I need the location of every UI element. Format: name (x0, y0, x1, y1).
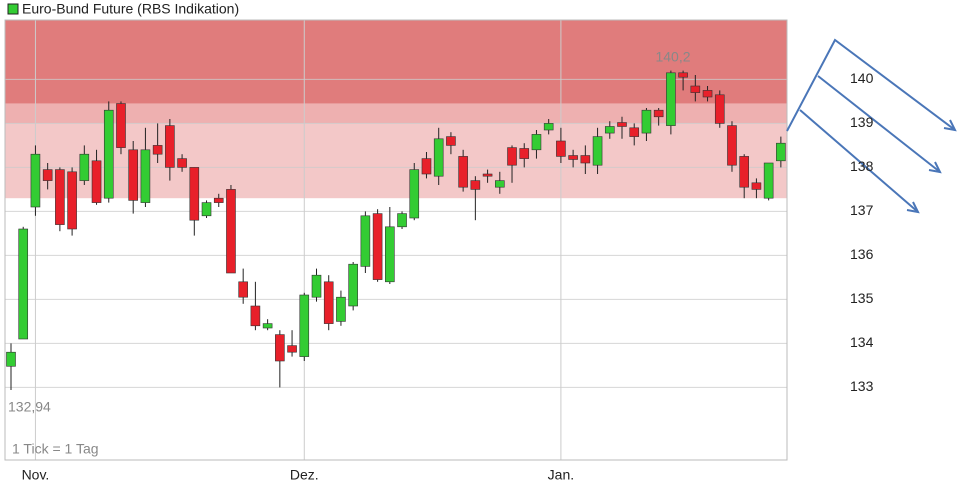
candle-body (116, 103, 126, 148)
candle-body (421, 158, 432, 175)
candle-body (42, 169, 53, 181)
candle-body (397, 213, 407, 228)
candle-body (507, 147, 517, 166)
chart-title: Euro-Bund Future (RBS Indikation) (22, 1, 239, 17)
resistance-zone (5, 20, 787, 104)
candle-body (103, 109, 114, 199)
x-tick-label: Jan. (548, 467, 574, 483)
candle-body (177, 158, 187, 168)
y-tick-label: 133 (850, 378, 874, 394)
arrow-head (906, 201, 920, 214)
candle-body (556, 140, 566, 157)
candle-body (323, 281, 334, 324)
candle-body (91, 160, 102, 203)
candle-body (152, 145, 163, 155)
candle-body (776, 142, 786, 162)
candle-body (641, 109, 652, 134)
tick-note: 1 Tick = 1 Tag (12, 441, 99, 457)
candle-body (226, 189, 236, 274)
candle-body (165, 125, 175, 168)
low-annotation: 132,94 (8, 399, 51, 415)
y-tick-label: 140 (850, 70, 874, 86)
candle-body (727, 125, 737, 166)
candle-body (18, 228, 29, 340)
candle-body (592, 136, 603, 166)
candle-body (482, 173, 493, 177)
candle-body (580, 155, 591, 164)
plot-frame (4, 19, 788, 461)
candle-body (262, 323, 273, 329)
candle-body (543, 123, 554, 131)
candle-body (140, 149, 151, 203)
candle-body (617, 122, 627, 127)
candle-body (763, 162, 774, 199)
candle-body (201, 202, 212, 217)
y-tick-label: 135 (850, 290, 874, 306)
candle-body (568, 155, 578, 160)
candle-body (653, 109, 664, 118)
candle-body (213, 197, 224, 203)
candle-body (751, 182, 762, 190)
high-annotation: 140,2 (655, 49, 690, 65)
candle-body (470, 180, 481, 190)
arrow (817, 75, 941, 173)
candle-body (6, 351, 16, 367)
candle-body (446, 136, 456, 146)
x-tick-label: Nov. (22, 467, 50, 483)
candle-body (299, 294, 310, 357)
x-tick-label: Dez. (290, 467, 319, 483)
candle-body (30, 153, 41, 208)
candle-body (189, 167, 200, 221)
arrow (799, 109, 919, 213)
candle-body (348, 263, 358, 307)
candle-body (739, 156, 750, 188)
candle-body (360, 215, 371, 267)
candle-body (55, 169, 65, 225)
candle-body (250, 305, 261, 327)
candle-body (275, 334, 285, 362)
candle-body (629, 127, 640, 137)
candle-body (128, 149, 138, 201)
legend-swatch (7, 3, 19, 15)
candle-body (519, 148, 530, 159)
y-tick-label: 139 (850, 114, 874, 130)
candle-body (604, 126, 615, 134)
candle-body (433, 138, 444, 177)
candle-body (409, 169, 420, 219)
candle-body (385, 226, 395, 283)
arrows (786, 38, 957, 214)
candle-body (79, 153, 90, 181)
arrow (786, 38, 956, 132)
candle-body (494, 180, 505, 188)
y-tick-label: 136 (850, 246, 874, 262)
y-tick-label: 138 (850, 158, 874, 174)
candle-body (714, 94, 725, 124)
arrow-head (943, 119, 957, 132)
candle-body (372, 213, 383, 280)
candle-body (702, 90, 713, 98)
candle-body (678, 72, 688, 78)
candle-body (287, 345, 297, 353)
y-tick-label: 137 (850, 202, 874, 218)
candle-body (336, 296, 346, 322)
candle-body (690, 85, 701, 93)
candle-body (531, 134, 542, 151)
candle-body (666, 72, 676, 126)
candle-body (67, 171, 77, 230)
y-tick-label: 134 (850, 334, 874, 350)
candle-body (458, 156, 468, 188)
arrow-head (928, 161, 942, 174)
candle-body (311, 274, 322, 298)
candle-body (238, 281, 248, 298)
resistance-zone (5, 103, 787, 124)
